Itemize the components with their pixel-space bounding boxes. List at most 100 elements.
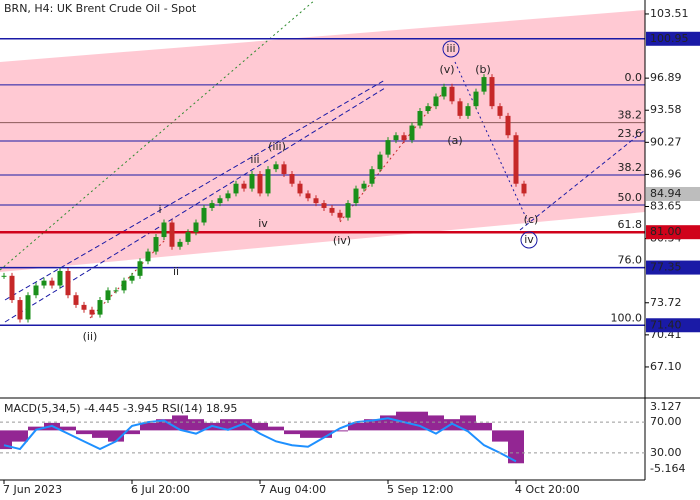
trend-line — [454, 61, 529, 223]
candle — [73, 295, 79, 305]
candle — [409, 125, 415, 141]
candle — [273, 164, 279, 170]
candle — [329, 207, 335, 213]
wave-label: iii — [446, 42, 455, 55]
candle — [153, 237, 159, 252]
candle — [65, 270, 71, 296]
candle — [345, 203, 351, 218]
y-tick-label: 86.96 — [650, 167, 682, 180]
candle — [305, 193, 311, 199]
chart-title: BRN, H4: UK Brent Crude Oil - Spot — [4, 2, 197, 15]
price-label: 77.35 — [650, 261, 682, 274]
y-tick-label: 3.127 — [650, 400, 682, 413]
candle — [89, 309, 95, 315]
macd-bar — [284, 430, 300, 435]
fib-label: 50.0 — [618, 191, 643, 204]
candle — [377, 154, 383, 170]
candle — [137, 261, 143, 276]
macd-bar — [124, 430, 140, 435]
x-tick-label: 7 Jun 2023 — [3, 483, 62, 496]
wave-label: iii — [250, 153, 259, 166]
candle — [145, 251, 151, 262]
candle — [265, 169, 271, 194]
candle — [433, 96, 439, 107]
candle — [361, 183, 367, 189]
wave-label: (c) — [524, 213, 539, 226]
candle — [241, 183, 247, 189]
wave-label: iv — [524, 233, 534, 246]
candle — [473, 91, 479, 107]
y-tick-label: 67.10 — [650, 360, 682, 373]
price-label: 100.95 — [650, 32, 689, 45]
candle — [249, 174, 255, 189]
candle — [449, 86, 455, 102]
trend-line — [519, 129, 646, 231]
macd-bar — [172, 415, 188, 431]
price-box — [646, 186, 700, 201]
wave-label: (b) — [475, 63, 491, 76]
wave-circle — [442, 40, 460, 58]
candle — [281, 164, 287, 175]
macd-bar — [300, 430, 316, 438]
indicator-title: MACD(5,34,5) -4.445 -3.945 RSI(14) 18.95 — [4, 402, 237, 415]
candle — [513, 135, 519, 184]
macd-bar — [364, 419, 380, 431]
macd-bar — [92, 430, 108, 438]
y-tick-label: -5.164 — [650, 462, 685, 475]
candle — [161, 222, 167, 238]
candle — [385, 140, 391, 155]
fib-label: 100.0 — [611, 311, 643, 324]
price-label: 71.40 — [650, 318, 682, 331]
trend-line — [89, 239, 166, 319]
candle — [401, 135, 407, 141]
candle — [17, 300, 23, 320]
macd-bar — [156, 419, 172, 431]
macd-bar — [76, 430, 92, 435]
fib-label: 76.0 — [618, 254, 643, 267]
candle — [353, 188, 359, 204]
price-box — [646, 318, 700, 333]
candle — [497, 106, 503, 116]
candle — [233, 183, 239, 194]
candle — [201, 207, 207, 223]
candle — [505, 115, 511, 136]
trend-line — [0, 0, 316, 271]
macd-bar — [140, 422, 156, 431]
y-tick-label: 93.58 — [650, 103, 682, 116]
y-tick-label: 90.27 — [650, 135, 682, 148]
y-tick-label: 103.51 — [650, 7, 689, 20]
candle — [313, 198, 319, 204]
macd-bar — [28, 426, 44, 431]
candle — [521, 183, 527, 194]
candle — [321, 203, 327, 208]
macd-bar — [476, 422, 492, 431]
x-tick-label: 5 Sep 12:00 — [387, 483, 453, 496]
wave-label: (iv) — [333, 234, 351, 247]
fib-label: 38.2 — [618, 109, 643, 122]
macd-bar — [0, 430, 12, 450]
rsi-line — [3, 417, 517, 463]
price-label: 84.94 — [650, 187, 682, 200]
y-tick-label: 83.65 — [650, 199, 682, 212]
macd-bar — [508, 430, 524, 464]
wave-circle — [520, 231, 538, 249]
price-box — [646, 31, 700, 46]
y-tick-label: 30.00 — [650, 446, 682, 459]
x-tick-label: 4 Oct 20:00 — [515, 483, 580, 496]
macd-bar — [252, 422, 268, 431]
macd-bar — [396, 411, 412, 431]
candle — [177, 241, 183, 247]
candle — [129, 275, 135, 281]
candle — [97, 300, 103, 315]
macd-bar — [332, 430, 348, 432]
x-tick-label: 7 Aug 04:00 — [259, 483, 326, 496]
candle — [217, 198, 223, 204]
macd-bar — [316, 430, 332, 438]
x-tick-label: 6 Jul 20:00 — [131, 483, 190, 496]
macd-bar — [428, 415, 444, 431]
fib-label: 38.2 — [618, 161, 643, 174]
price-box — [646, 225, 700, 240]
candle — [297, 183, 303, 194]
fib-label: 23.6 — [618, 127, 643, 140]
